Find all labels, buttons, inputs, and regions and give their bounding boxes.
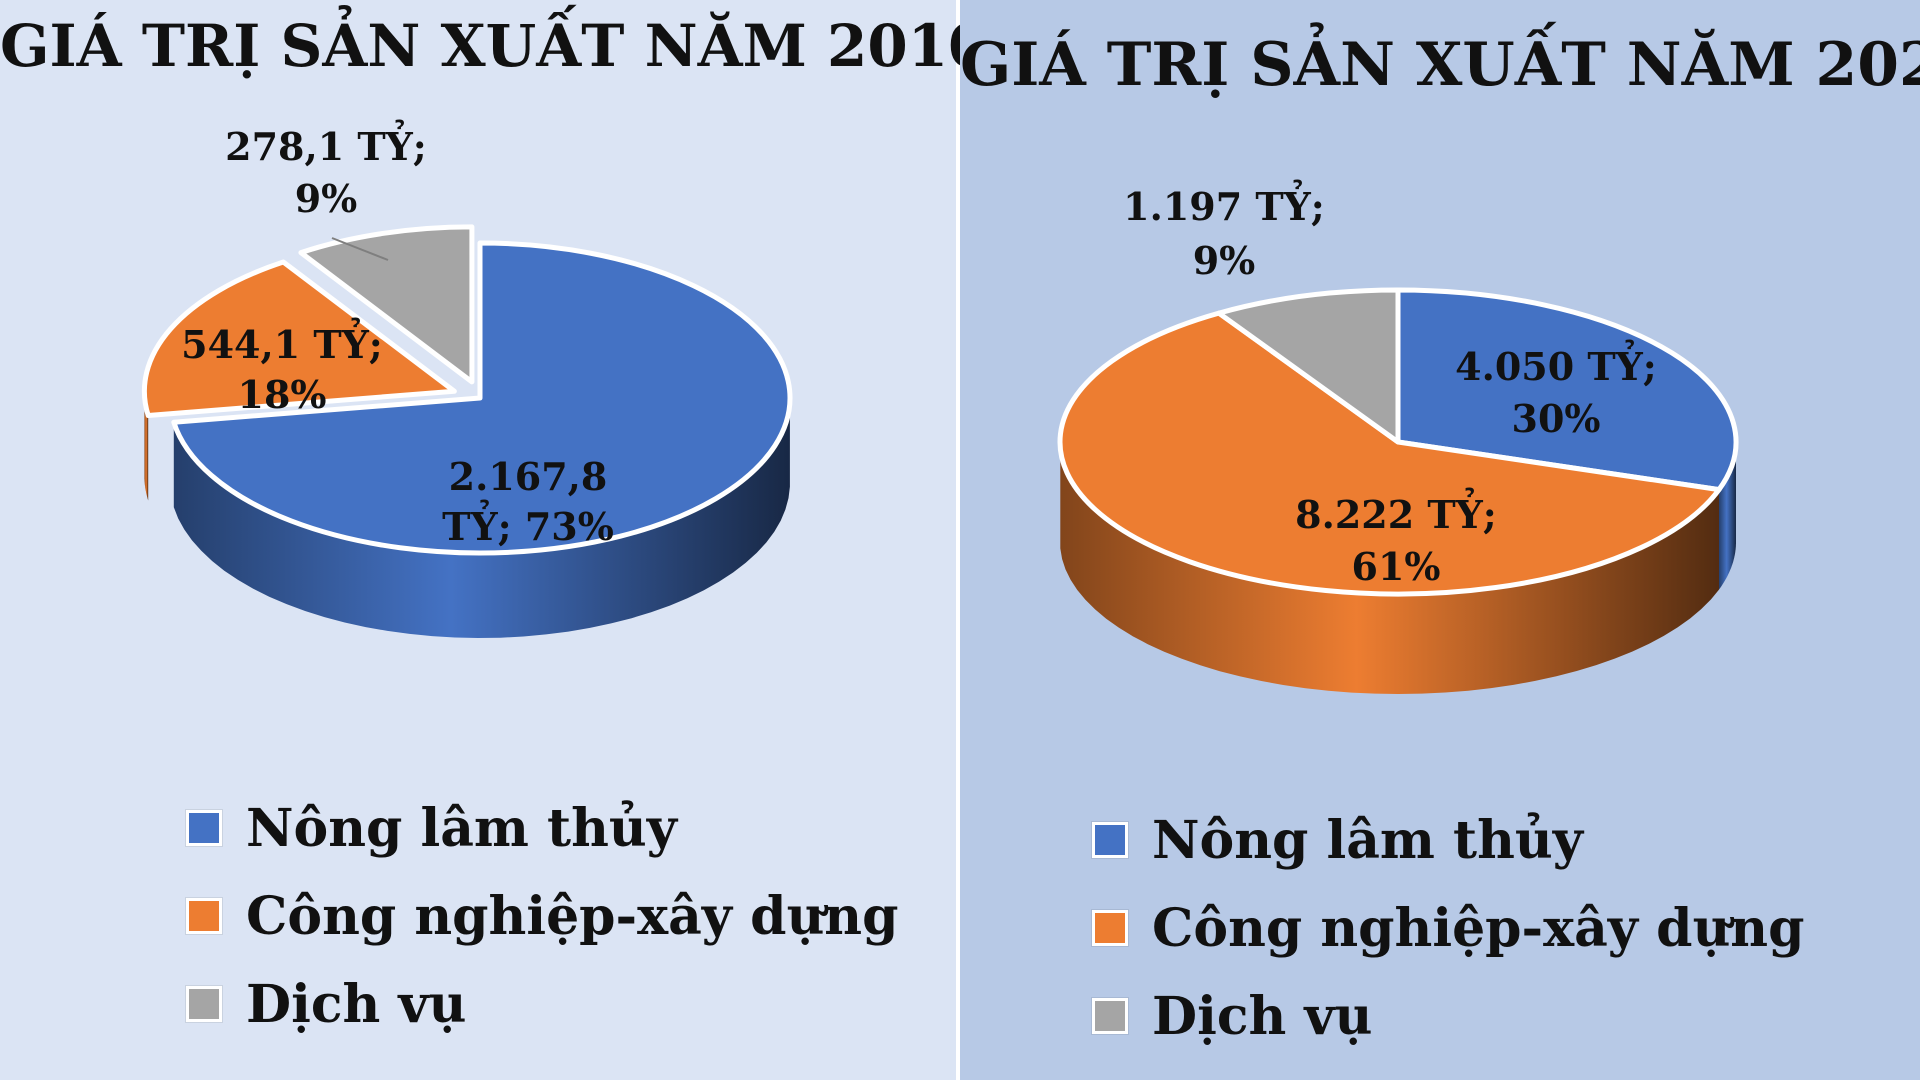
legend-swatch-orange [1092, 910, 1128, 946]
data-label: 1.197 TỶ; 9% [1123, 180, 1325, 283]
data-label: 278,1 TỶ; 9% [225, 120, 427, 221]
legend-item-cong-nghiep: Công nghiệp-xây dựng [1092, 884, 1804, 972]
legend-item-nong-lam-thuy: Nông lâm thủy [1092, 796, 1804, 884]
pie-slice-side [144, 391, 149, 501]
legend-swatch-gray [186, 986, 222, 1022]
legend: Nông lâm thủy Công nghiệp-xây dựng Dịch … [186, 784, 898, 1048]
data-label: 2.167,8 TỶ; 73% [442, 454, 614, 549]
pie-slice-side [1060, 448, 1719, 694]
pie-chart-2021: 4.050 TỶ; 30% 8.222 TỶ; 61% 1.197 TỶ; 9% [1057, 180, 1739, 694]
data-label: 544,1 TỶ; 18% [181, 318, 383, 417]
pie-slice [1395, 287, 1739, 493]
legend-label: Dịch vụ [246, 973, 467, 1035]
data-label: 8.222 TỶ; 61% [1295, 488, 1497, 589]
chart-title: GIÁ TRỊ SẢN XUẤT NĂM 2021 [960, 30, 1920, 100]
legend-swatch-orange [186, 898, 222, 934]
pie-slice [1057, 310, 1722, 597]
legend-swatch-blue [186, 810, 222, 846]
chart-panel-2021: GIÁ TRỊ SẢN XUẤT NĂM 2021 4.050 TỶ; 30% 8.… [960, 0, 1920, 1080]
chart-panel-2010: GIÁ TRỊ SẢN XUẤT NĂM 2010 2.167,8 TỶ; 73%… [0, 0, 989, 1080]
pie-slice-side [1719, 443, 1736, 590]
pie-slice-side [173, 401, 790, 638]
legend: Nông lâm thủy Công nghiệp-xây dựng Dịch … [1092, 796, 1804, 1060]
legend-label: Nông lâm thủy [246, 797, 677, 859]
leader-line [331, 237, 389, 261]
legend-label: Nông lâm thủy [1152, 809, 1583, 871]
legend-item-dich-vu: Dịch vụ [1092, 972, 1804, 1060]
pie-slice [1216, 287, 1401, 445]
legend-item-nong-lam-thuy: Nông lâm thủy [186, 784, 898, 872]
legend-label: Công nghiệp-xây dựng [1152, 897, 1805, 959]
legend-swatch-blue [1092, 822, 1128, 858]
chart-title: GIÁ TRỊ SẢN XUẤT NĂM 2010 [0, 12, 989, 80]
legend-item-cong-nghiep: Công nghiệp-xây dựng [186, 872, 898, 960]
pie-chart-2010: 2.167,8 TỶ; 73% 544,1 TỶ; 18% 278,1 TỶ; 9% [141, 120, 793, 638]
pie-slice [171, 240, 793, 556]
legend-item-dich-vu: Dịch vụ [186, 960, 898, 1048]
data-label: 4.050 TỶ; 30% [1455, 340, 1657, 441]
legend-label: Công nghiệp-xây dựng [246, 885, 899, 947]
legend-swatch-gray [1092, 998, 1128, 1034]
pie-slice [141, 259, 457, 418]
legend-label: Dịch vụ [1152, 985, 1373, 1047]
pie-slice [298, 224, 475, 385]
